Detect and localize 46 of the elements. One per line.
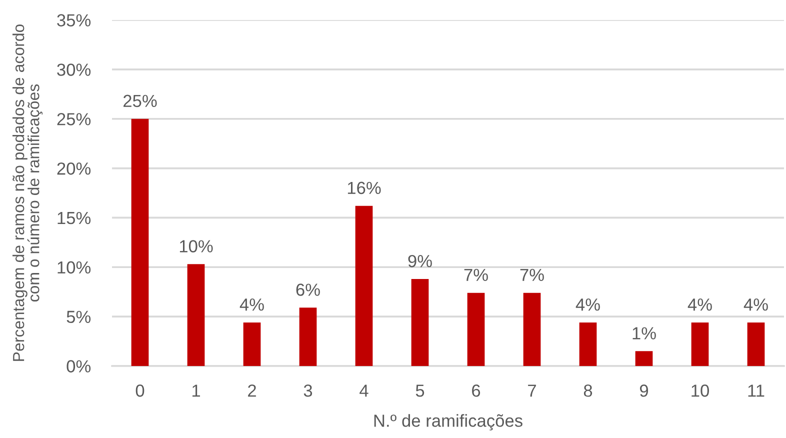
bar: [299, 308, 317, 366]
data-label: 4%: [688, 298, 712, 311]
x-tick-label: 10: [692, 384, 709, 397]
y-tick-label: 5%: [66, 310, 91, 324]
x-tick-label: 8: [584, 384, 592, 397]
y-tick-label: 0%: [66, 360, 91, 372]
y-axis-title: Percentagem de ramos não podados de acordo com o número de ramificações: [12, 24, 43, 361]
x-tick-label: 7: [528, 384, 536, 397]
y-tick-label: 10%: [58, 261, 91, 274]
bar: [635, 351, 653, 366]
bar: [131, 118, 149, 366]
x-tick-label: 4: [360, 384, 368, 397]
bar: [467, 292, 485, 366]
y-tick-label: 35%: [57, 14, 91, 26]
data-label: 1%: [632, 327, 656, 340]
bar: [411, 279, 429, 366]
data-label: 4%: [744, 298, 768, 311]
data-label: 25%: [124, 94, 157, 108]
bar: [579, 322, 597, 366]
x-tick-label: 6: [472, 384, 480, 397]
data-label: 6%: [296, 284, 320, 296]
x-tick-label: 2: [248, 384, 256, 397]
y-tick-label: 15%: [58, 212, 91, 224]
y-tick-label: 20%: [57, 162, 91, 175]
y-tick-label: 30%: [57, 64, 91, 76]
x-tick-label: 9: [640, 384, 648, 397]
y-tick-label: 25%: [57, 113, 91, 126]
data-label: 7%: [464, 268, 488, 282]
data-label: 16%: [348, 182, 381, 194]
x-tick-label: 11: [748, 384, 764, 397]
bar: [691, 322, 709, 366]
data-label: 10%: [180, 240, 213, 252]
data-label: 4%: [240, 298, 264, 311]
x-axis-title: N.º de ramificações: [374, 414, 522, 430]
bar: [747, 322, 765, 366]
data-label: 9%: [408, 254, 432, 268]
x-tick-label: 1: [192, 384, 200, 397]
bar: [523, 292, 541, 366]
bar: [187, 264, 205, 366]
bar: [243, 322, 261, 366]
x-tick-label: 3: [304, 384, 312, 397]
x-tick-label: 5: [416, 384, 424, 397]
data-label: 7%: [520, 268, 544, 282]
bar: [355, 206, 373, 366]
data-label: 4%: [576, 298, 600, 311]
x-tick-label: 0: [136, 384, 144, 397]
